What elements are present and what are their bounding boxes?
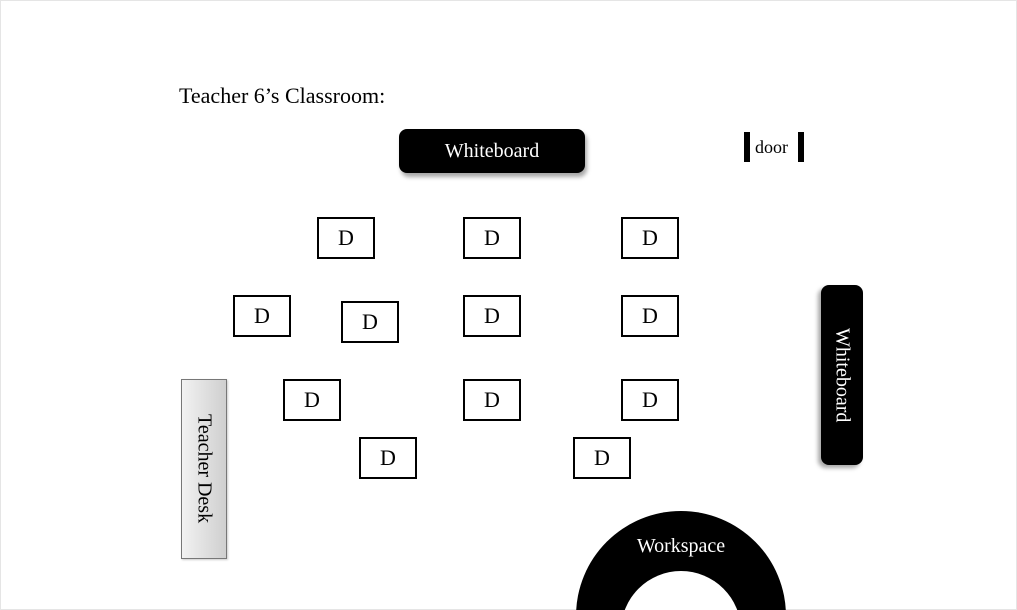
whiteboard-top: Whiteboard	[399, 129, 585, 173]
student-desk: D	[463, 217, 521, 259]
student-desk: D	[463, 379, 521, 421]
student-desk: D	[283, 379, 341, 421]
workspace-label: Workspace	[571, 535, 791, 558]
student-desk: D	[359, 437, 417, 479]
door-post-right	[798, 132, 804, 162]
student-desk: D	[233, 295, 291, 337]
classroom-diagram: Teacher 6’s Classroom: Whiteboard door D…	[0, 0, 1017, 610]
student-desk: D	[621, 217, 679, 259]
student-desk: D	[463, 295, 521, 337]
workspace: Workspace	[571, 511, 791, 610]
teacher-desk: Teacher Desk	[181, 379, 227, 559]
whiteboard-right: Whiteboard	[821, 285, 863, 465]
student-desk: D	[341, 301, 399, 343]
student-desk: D	[573, 437, 631, 479]
door-label: door	[755, 137, 788, 158]
student-desk: D	[621, 379, 679, 421]
student-desk: D	[317, 217, 375, 259]
door-post-left	[744, 132, 750, 162]
student-desk: D	[621, 295, 679, 337]
page-title: Teacher 6’s Classroom:	[179, 83, 385, 109]
